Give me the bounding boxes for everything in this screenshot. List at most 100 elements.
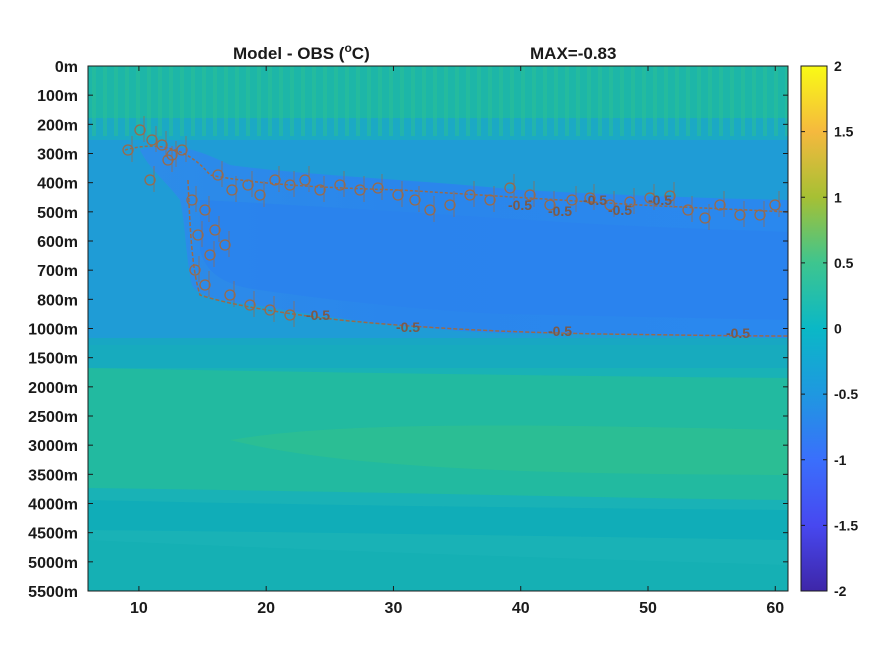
contour-label: -0.5 [583, 192, 607, 208]
contour-squiggles [122, 116, 781, 327]
surface-stripe [224, 66, 228, 136]
surface-stripe [752, 66, 756, 136]
surface-stripe [213, 66, 217, 136]
y-tick-label: 400m [37, 176, 78, 193]
surface-stripe [532, 66, 536, 136]
surface-stripe [158, 66, 162, 136]
surface-stripe [400, 66, 404, 136]
contour-blob [584, 192, 596, 204]
contour-blob [199, 204, 211, 216]
y-tick-label: 700m [37, 263, 78, 280]
y-tick-label: 300m [37, 147, 78, 164]
contour-label: -0.5 [306, 307, 330, 323]
contour-label: -0.5 [508, 197, 532, 213]
contour-blob [284, 179, 296, 191]
contour-blob [769, 199, 781, 211]
y-tick-label: 100m [37, 88, 78, 105]
x-axis: 10 20 30 40 50 60 [130, 66, 784, 617]
surface-stripe [664, 66, 668, 136]
colorbar-tick-label: -0.5 [834, 386, 858, 402]
surface-stripe [719, 66, 723, 136]
surface-stripe [785, 66, 788, 136]
contour-labels: -0.5-0.5 -0.5 -0.5-0.5-0.5-0.5 -0.5-0.5 [306, 192, 750, 341]
surface-stripe [312, 66, 316, 136]
colorbar-tick-label: 1 [834, 189, 842, 205]
surface-stripe [763, 66, 767, 136]
surface-stripe [631, 66, 635, 136]
contour-blob [244, 299, 256, 311]
surface-stripe [477, 66, 481, 136]
y-tick-label: 0m [55, 59, 78, 76]
surface-stripe [444, 66, 448, 136]
contour-blob [186, 194, 198, 206]
surface-stripe [92, 66, 96, 136]
surface-stripe [598, 66, 602, 136]
surface-stripe [609, 66, 613, 136]
contour-blob [134, 124, 146, 136]
contour-blob [284, 309, 296, 321]
surface-stripe [510, 66, 514, 136]
surface-stripe [323, 66, 327, 136]
contour-blob [264, 304, 276, 316]
chart-title: Model - OBS (oC) [233, 41, 370, 63]
contour-blob [734, 209, 746, 221]
surface-stripe [169, 66, 173, 136]
contour-blob [224, 289, 236, 301]
contour-label: -0.5 [726, 325, 750, 341]
surface-stripe [730, 66, 734, 136]
colorbar-tick-label: -1 [834, 452, 847, 468]
surface-stripe [257, 66, 261, 136]
deep-band-3 [88, 500, 788, 540]
contour-blob [144, 174, 156, 186]
surface-stripe [334, 66, 338, 136]
contour-blob [682, 204, 694, 216]
contour-blob [162, 154, 174, 166]
deep-band-4 [88, 540, 788, 591]
surface-stripe [114, 66, 118, 136]
surface-stripe [741, 66, 745, 136]
surface-stripe [279, 66, 283, 136]
contour-blob [209, 224, 221, 236]
surface-stripe [708, 66, 712, 136]
cold-core-inner [200, 200, 788, 320]
contour-blob [299, 174, 311, 186]
surface-stripe [455, 66, 459, 136]
surface-stripe [202, 66, 206, 136]
contour-blob [624, 196, 636, 208]
x-tick-label: 30 [385, 600, 403, 617]
surface-stripes [92, 66, 788, 136]
contour-blob [484, 194, 496, 206]
surface-stripe [235, 66, 239, 136]
contour-blob [334, 179, 346, 191]
colorbar-ticks: 2 1.5 1 0.5 0 -0.5 -1 -1.5 -2 [801, 58, 858, 599]
surface-stripe [774, 66, 778, 136]
contour-blob [444, 199, 456, 211]
x-tick-label: 20 [257, 600, 275, 617]
y-tick-label: 200m [37, 117, 78, 134]
y-tick-label: 3500m [28, 467, 78, 484]
max-annotation: MAX=-0.83 [530, 44, 616, 63]
x-tick-label: 10 [130, 600, 148, 617]
contour-blob [504, 182, 516, 194]
contour-blob [354, 184, 366, 196]
contour-blob [176, 144, 188, 156]
contour-label: -0.5 [548, 323, 572, 339]
contour-label: -0.5 [608, 202, 632, 218]
contour-blob [604, 199, 616, 211]
surface-stripe [433, 66, 437, 136]
contour-blob [566, 194, 578, 206]
y-axis: 0m 100m 200m 300m 400m 500m 600m 700m 800m 1000m 1… [28, 59, 788, 601]
surface-stripe [147, 66, 151, 136]
surface-stripe [697, 66, 701, 136]
surface-stripe [378, 66, 382, 136]
contour-blob [314, 184, 326, 196]
contour-label: -0.5 [648, 192, 672, 208]
contour-blob [192, 229, 204, 241]
surface-stripe [268, 66, 272, 136]
y-tick-label: 4000m [28, 497, 78, 514]
surface-stripe [466, 66, 470, 136]
surface-stripe [290, 66, 294, 136]
deep-band-2 [230, 425, 788, 475]
x-tick-label: 50 [639, 600, 657, 617]
surface-stripe [499, 66, 503, 136]
